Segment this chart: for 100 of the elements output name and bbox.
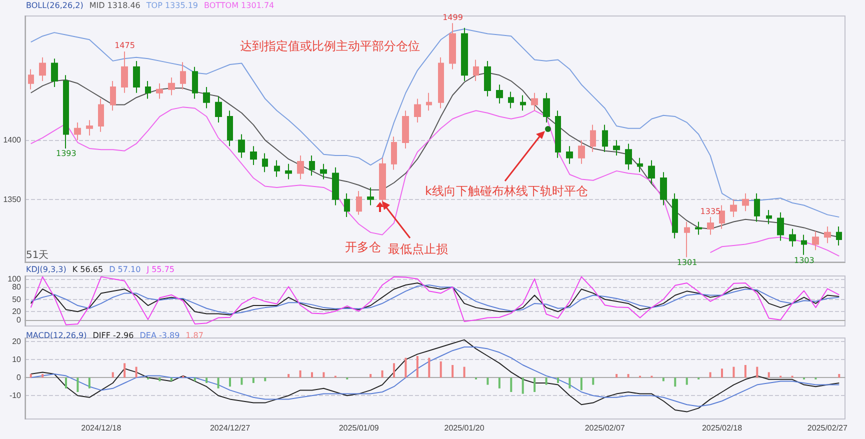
bar	[88, 378, 90, 388]
bar	[592, 378, 594, 385]
candlestick	[648, 160, 655, 184]
bar	[732, 366, 735, 378]
line-series	[30, 28, 840, 218]
x-tick-label: 2025/01/09	[338, 424, 380, 432]
candlestick	[766, 209, 772, 225]
text: MID 1318.46	[89, 1, 140, 10]
bar	[557, 378, 559, 383]
bar	[65, 378, 67, 388]
bar	[42, 374, 44, 378]
annotation: DEA -3.89	[140, 331, 180, 340]
candlestick	[484, 60, 491, 97]
line-series	[30, 339, 840, 412]
candlestick	[625, 143, 632, 170]
candlestick	[215, 96, 222, 123]
candlestick	[449, 22, 456, 70]
bar	[206, 378, 208, 383]
candlestick	[566, 146, 573, 164]
candlestick	[297, 155, 304, 180]
candlestick	[110, 80, 116, 112]
annotation: 51天	[26, 249, 49, 262]
bar	[627, 374, 630, 378]
bar	[124, 363, 126, 378]
annotation: 1393	[56, 149, 76, 158]
annotation: 1335	[700, 207, 721, 216]
candlestick	[192, 66, 198, 100]
bar	[662, 378, 664, 382]
bar	[768, 372, 770, 378]
bar	[534, 378, 536, 392]
candlestick	[309, 155, 315, 176]
candlestick	[695, 221, 702, 236]
candlestick	[742, 192, 749, 212]
candlestick	[520, 94, 526, 112]
x-tick-label: 2025/02/18	[702, 424, 743, 432]
candlestick	[508, 91, 514, 109]
text: BOLL(26,26,2)	[26, 1, 84, 10]
line-series	[30, 346, 840, 407]
candlestick	[754, 192, 760, 222]
bar	[416, 356, 418, 378]
line-series	[30, 276, 840, 326]
candlestick	[274, 160, 280, 178]
candlestick	[250, 146, 257, 166]
candlestick	[473, 59, 479, 82]
annotation: 1303	[794, 256, 814, 265]
candlestick	[98, 98, 104, 132]
candlestick	[789, 228, 796, 248]
text: K 56.65	[72, 265, 104, 274]
candlestick	[156, 82, 163, 100]
candlestick	[637, 157, 643, 173]
candlestick	[812, 230, 819, 251]
candlestick	[74, 122, 81, 141]
candlestick	[168, 77, 175, 96]
candlestick	[379, 157, 386, 206]
text: BOTTOM 1301.74	[204, 1, 274, 10]
text: J 55.75	[146, 265, 174, 274]
bar	[252, 378, 254, 383]
candlestick	[180, 62, 186, 90]
candlestick	[356, 190, 362, 216]
bar	[288, 374, 290, 378]
annotation: 1301	[676, 258, 698, 268]
bar	[721, 368, 723, 378]
bar	[452, 365, 454, 378]
y-tick-label: 1400	[3, 136, 22, 145]
bar	[568, 378, 571, 388]
bar	[240, 378, 243, 385]
bar	[522, 378, 524, 394]
candlestick	[414, 98, 421, 123]
bar	[135, 366, 138, 378]
candlestick	[238, 134, 245, 158]
bar	[158, 378, 161, 382]
candlestick	[730, 198, 737, 218]
candlestick	[426, 92, 432, 112]
bar	[217, 378, 220, 388]
bar	[170, 378, 172, 382]
candlestick	[531, 92, 538, 112]
bar	[299, 370, 302, 378]
y-tick-label: 20	[12, 307, 22, 316]
bar	[381, 370, 384, 378]
x-tick-label: 2024/12/18	[81, 424, 122, 432]
annotation: DIFF -2.96	[92, 331, 134, 340]
candlestick	[543, 92, 550, 123]
candlestick	[836, 226, 842, 246]
bar	[838, 374, 840, 378]
x-tick-label: 2025/02/07	[584, 424, 626, 432]
y-tick-label: 0	[16, 373, 22, 382]
bar	[756, 366, 758, 378]
candlestick	[672, 192, 678, 239]
candlestick	[602, 124, 608, 153]
candlestick	[707, 216, 714, 236]
candlestick	[824, 226, 831, 244]
text: KDJ(9,3,3)	[26, 265, 66, 274]
bar	[311, 372, 313, 378]
candlestick	[121, 50, 128, 94]
bar	[616, 374, 618, 378]
y-tick-label: 50	[12, 294, 22, 304]
annotation: 1.87	[186, 331, 204, 340]
bar	[498, 378, 500, 388]
bar	[404, 358, 407, 378]
candlestick	[801, 234, 807, 256]
